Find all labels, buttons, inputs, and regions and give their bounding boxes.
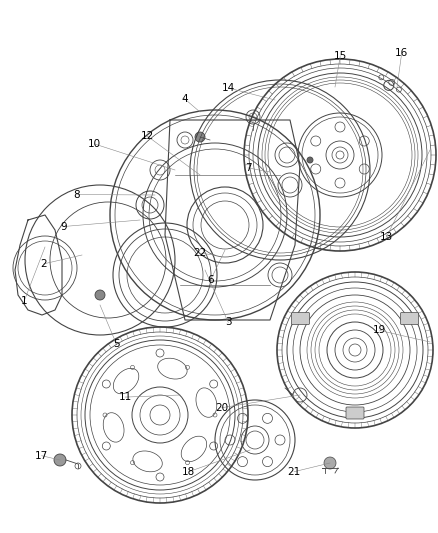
- Text: 13: 13: [379, 232, 392, 242]
- Text: 2: 2: [40, 259, 47, 269]
- Text: 11: 11: [118, 392, 131, 402]
- Text: 20: 20: [215, 403, 228, 413]
- Circle shape: [323, 457, 335, 469]
- Text: 12: 12: [140, 131, 153, 141]
- Text: 17: 17: [35, 451, 48, 461]
- Text: 22: 22: [193, 248, 206, 258]
- FancyBboxPatch shape: [345, 407, 363, 419]
- Text: 18: 18: [182, 467, 195, 477]
- Text: 10: 10: [88, 139, 101, 149]
- FancyBboxPatch shape: [291, 312, 309, 325]
- Text: 6: 6: [207, 275, 214, 285]
- Text: 19: 19: [372, 326, 385, 335]
- Circle shape: [194, 132, 205, 142]
- Text: 9: 9: [60, 222, 67, 231]
- Text: 5: 5: [113, 339, 120, 349]
- Text: 1: 1: [21, 296, 28, 306]
- FancyBboxPatch shape: [399, 312, 417, 325]
- Text: 21: 21: [287, 467, 300, 477]
- Text: 4: 4: [180, 94, 187, 103]
- Text: 8: 8: [73, 190, 80, 199]
- Circle shape: [95, 290, 105, 300]
- Text: 16: 16: [394, 49, 407, 58]
- Text: 3: 3: [224, 318, 231, 327]
- Circle shape: [54, 454, 66, 466]
- Text: 7: 7: [244, 163, 251, 173]
- Text: 14: 14: [221, 83, 234, 93]
- Text: 15: 15: [333, 51, 346, 61]
- Circle shape: [306, 157, 312, 163]
